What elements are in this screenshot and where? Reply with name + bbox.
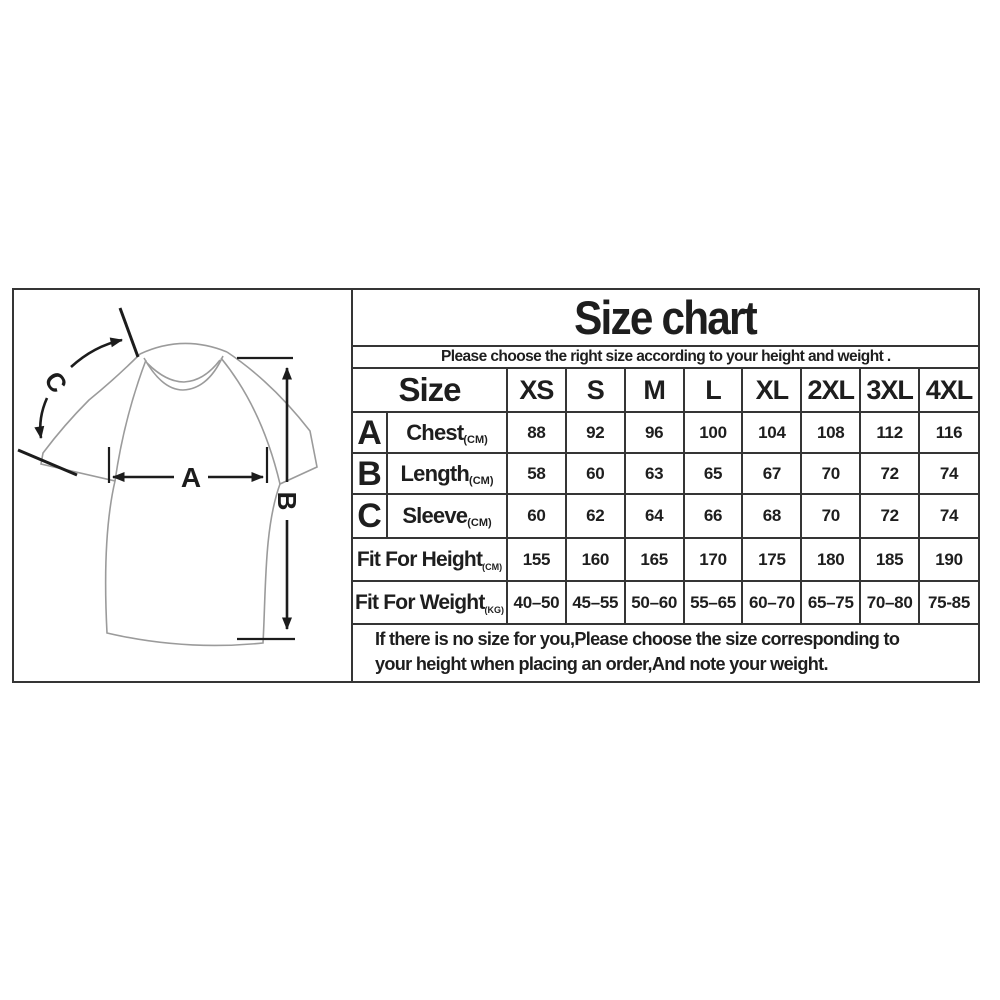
row-label-text: Length xyxy=(400,460,470,486)
size-col-header: L xyxy=(682,369,744,414)
sleeve-row: C Sleeve(CM) 60 62 64 66 68 70 72 74 xyxy=(353,493,978,540)
row-letter: B xyxy=(353,452,388,496)
size-note-line1: If there is no size for you,Please choos… xyxy=(375,628,900,650)
sleeve-arrow-icon xyxy=(34,337,123,439)
size-chart-panel: A B C Size chart Please choose the right… xyxy=(12,288,980,683)
table-cell: 50–60 xyxy=(623,580,685,624)
table-cell: 60 xyxy=(564,452,626,496)
chest-row: A Chest(CM) 88 92 96 100 104 108 112 116 xyxy=(353,411,978,455)
size-table: Size XS S M L XL 2XL 3XL 4XL A Chest(CM)… xyxy=(353,369,978,624)
tshirt-diagram: A B C xyxy=(14,290,353,681)
table-cell: 64 xyxy=(623,493,685,540)
seam-mark-lines xyxy=(17,307,140,477)
table-cell: 190 xyxy=(918,537,978,583)
fit-row-unit: (KG) xyxy=(484,604,505,615)
table-cell: 70–80 xyxy=(859,580,921,624)
table-cell: 74 xyxy=(918,493,978,540)
table-cell: 112 xyxy=(859,411,921,455)
subtitle-text: Please choose the right size according t… xyxy=(440,348,891,366)
table-cell: 88 xyxy=(506,411,567,455)
row-unit: (CM) xyxy=(467,517,492,530)
table-cell: 175 xyxy=(741,537,803,583)
table-cell: 116 xyxy=(918,411,978,455)
subtitle-row: Please choose the right size according t… xyxy=(353,345,978,370)
table-cell: 160 xyxy=(564,537,626,583)
fit-row-label: Fit For Weight(KG) xyxy=(353,580,509,624)
table-cell: 70 xyxy=(800,493,862,540)
table-cell: 63 xyxy=(623,452,685,496)
sleeve-arrow-label: C xyxy=(38,366,73,399)
size-col-header: XS xyxy=(506,369,567,414)
table-cell: 155 xyxy=(506,537,567,583)
table-cell: 68 xyxy=(741,493,803,540)
fit-row-label-text: Fit For Height xyxy=(356,547,483,571)
size-note: If there is no size for you,Please choos… xyxy=(353,623,978,681)
row-letter: A xyxy=(353,411,388,455)
size-header-cell: Size xyxy=(353,369,509,414)
fit-row-label-text: Fit For Weight xyxy=(354,590,485,614)
table-cell: 67 xyxy=(741,452,803,496)
size-note-line2: your height when placing an order,And no… xyxy=(375,653,829,675)
table-cell: 55–65 xyxy=(682,580,744,624)
table-cell: 60 xyxy=(506,493,567,540)
table-cell: 65–75 xyxy=(800,580,862,624)
size-col-header: S xyxy=(564,369,626,414)
fit-weight-row: Fit For Weight(KG) 40–50 45–55 50–60 55–… xyxy=(353,580,978,624)
table-cell: 180 xyxy=(800,537,862,583)
row-label-text: Chest xyxy=(406,419,464,445)
length-row: B Length(CM) 58 60 63 65 67 70 72 74 xyxy=(353,452,978,496)
row-letter: C xyxy=(353,493,388,540)
size-table-panel: Size chart Please choose the right size … xyxy=(353,290,978,681)
tshirt-diagram-svg: A B C xyxy=(17,307,318,647)
table-cell: 75-85 xyxy=(918,580,978,624)
fit-row-unit: (CM) xyxy=(482,561,503,572)
tshirt-outline-icon xyxy=(40,342,318,647)
size-col-header: 2XL xyxy=(800,369,862,414)
table-cell: 165 xyxy=(623,537,685,583)
table-cell: 72 xyxy=(859,493,921,540)
chest-arrow-icon xyxy=(107,447,269,483)
table-cell: 58 xyxy=(506,452,567,496)
length-arrow-label: B xyxy=(272,492,302,511)
size-col-header: M xyxy=(623,369,685,414)
table-cell: 45–55 xyxy=(564,580,626,624)
chest-arrow-label: A xyxy=(181,462,201,493)
fit-row-label: Fit For Height(CM) xyxy=(353,537,509,583)
size-col-header: 4XL xyxy=(918,369,978,414)
table-cell: 40–50 xyxy=(506,580,567,624)
table-cell: 72 xyxy=(859,452,921,496)
table-cell: 100 xyxy=(682,411,744,455)
table-cell: 65 xyxy=(682,452,744,496)
table-cell: 185 xyxy=(859,537,921,583)
row-label: Length(CM) xyxy=(385,452,509,496)
table-cell: 104 xyxy=(741,411,803,455)
row-label: Sleeve(CM) xyxy=(385,493,509,540)
table-cell: 62 xyxy=(564,493,626,540)
table-cell: 170 xyxy=(682,537,744,583)
table-cell: 92 xyxy=(564,411,626,455)
row-unit: (CM) xyxy=(469,474,494,487)
row-label-text: Sleeve xyxy=(402,503,468,529)
fit-height-row: Fit For Height(CM) 155 160 165 170 175 1… xyxy=(353,537,978,583)
row-unit: (CM) xyxy=(463,433,488,446)
table-cell: 70 xyxy=(800,452,862,496)
size-col-header: 3XL xyxy=(859,369,921,414)
length-arrow-icon xyxy=(237,356,295,641)
table-cell: 60–70 xyxy=(741,580,803,624)
table-cell: 74 xyxy=(918,452,978,496)
table-cell: 108 xyxy=(800,411,862,455)
table-cell: 96 xyxy=(623,411,685,455)
row-label: Chest(CM) xyxy=(385,411,509,455)
header-row: Size XS S M L XL 2XL 3XL 4XL xyxy=(353,369,978,414)
table-cell: 66 xyxy=(682,493,744,540)
page-title: Size chart xyxy=(574,291,759,345)
title-row: Size chart xyxy=(353,290,978,345)
size-col-header: XL xyxy=(741,369,803,414)
